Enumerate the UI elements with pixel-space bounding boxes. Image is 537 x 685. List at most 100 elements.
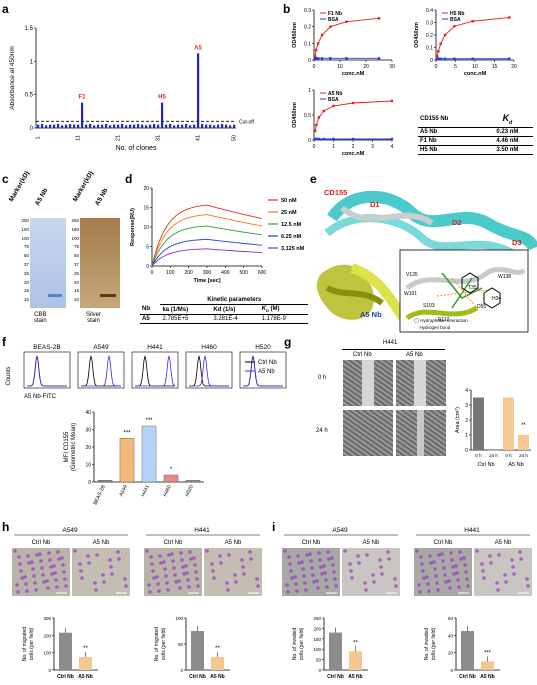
stained-cell	[164, 574, 168, 578]
significance-mark: **	[353, 640, 358, 646]
stained-cell	[286, 590, 290, 594]
group-label: Ctrl Nb	[477, 462, 494, 468]
stained-cell	[56, 550, 60, 554]
stained-cell	[415, 549, 419, 553]
transwell-cell-title: A549	[62, 527, 78, 534]
residue-v135: V135	[406, 272, 418, 278]
stained-cell	[123, 577, 127, 581]
marker-list-left: 250 150 100 75 50 37 25 20 15 10	[16, 218, 30, 308]
binding-point	[453, 57, 456, 60]
stained-cell	[18, 562, 22, 566]
clone-highlight-label: F1	[78, 95, 86, 101]
stained-cell	[20, 576, 24, 580]
stained-cell	[503, 573, 507, 577]
stained-cell	[482, 576, 486, 580]
marker-size-label: 50	[23, 253, 29, 259]
legend-label: 12.5 nM	[281, 222, 302, 228]
stained-cell	[518, 550, 522, 554]
binding-point	[439, 57, 442, 60]
stained-cell	[117, 557, 121, 561]
binding-point	[443, 57, 447, 60]
x-axis-label: No. of clones	[116, 145, 157, 152]
stained-cell	[242, 572, 246, 576]
stained-cell	[295, 589, 299, 593]
clone-bar	[85, 124, 88, 128]
y-tick-label: 2	[465, 418, 468, 424]
gel-cbb	[30, 218, 66, 308]
y-tick-label: 40	[448, 633, 454, 638]
panel-letter-d: d	[125, 172, 133, 186]
y-tick-label: 10	[143, 225, 149, 231]
wound-image-ctrl-24h	[343, 410, 393, 456]
stained-cell	[34, 588, 38, 592]
y-tick-label: 20	[448, 651, 454, 656]
y-tick-label: 0	[318, 668, 321, 673]
legend-label: BSA	[328, 17, 339, 23]
stained-cell	[458, 550, 462, 554]
clone-bar	[137, 124, 140, 128]
stained-cell	[188, 550, 192, 554]
stained-cell	[421, 569, 425, 573]
clone-bar	[41, 124, 44, 128]
y-tick-label: 0.4	[426, 8, 433, 14]
clone-bar	[189, 125, 192, 128]
stained-cell	[49, 565, 53, 569]
y-tick-label: 20	[143, 186, 149, 192]
stained-cell	[331, 563, 335, 567]
stained-cell	[437, 553, 441, 557]
stained-cell	[525, 577, 529, 581]
x-tick-label: 30	[389, 64, 395, 70]
clone-bar	[229, 125, 232, 128]
stained-cell	[363, 581, 367, 585]
marker-size-label: 15	[73, 288, 79, 294]
stained-cell	[349, 569, 353, 573]
stained-cell	[173, 573, 177, 577]
stained-cell	[193, 563, 197, 567]
stained-cell	[317, 551, 321, 555]
stained-cell	[218, 554, 222, 558]
stained-cell	[350, 576, 354, 580]
stained-cell	[151, 569, 155, 573]
clone-bar	[173, 125, 176, 128]
y-tick-label: 10	[85, 463, 91, 469]
stained-cell	[393, 577, 397, 581]
clone-bar	[61, 125, 64, 128]
mfi-bar	[141, 425, 157, 483]
binding-point	[313, 55, 317, 58]
y-tick-label: 50	[316, 658, 322, 663]
g-title-rule	[342, 349, 445, 350]
stained-cell	[110, 572, 114, 576]
significance-mark: **	[521, 423, 526, 429]
binding-point	[345, 57, 348, 60]
sensorgram-line	[151, 225, 263, 267]
cell-line-label: A549	[93, 344, 109, 351]
clone-bar	[65, 124, 68, 128]
y-tick-label: 100	[43, 651, 51, 656]
stained-cell	[319, 565, 323, 569]
lane-label-a5-left: A5 Nb	[33, 187, 50, 207]
y-tick-label: 1	[465, 433, 468, 439]
kinetics-title: Kinetic parameters	[160, 296, 308, 305]
stained-cell	[290, 576, 294, 580]
legend-hbond: - - Hydrogen bond	[414, 325, 451, 330]
marker-size-label: 10	[23, 297, 29, 303]
stained-cell	[318, 558, 322, 562]
stained-cell	[148, 590, 152, 594]
kd-row-value: 3.50 nM	[496, 146, 519, 153]
significance-mark: ***	[145, 418, 153, 424]
stained-cell	[101, 573, 105, 577]
binding-point	[453, 25, 456, 28]
y-tick-label: 300	[43, 616, 51, 621]
stained-cell	[356, 554, 360, 558]
stained-cell	[481, 569, 485, 573]
stained-cell	[480, 562, 484, 566]
y-tick-label: 60	[448, 616, 454, 621]
stained-cell	[241, 565, 245, 569]
x-tick-label: 0 h	[505, 453, 512, 458]
mfi-bar	[119, 438, 135, 483]
stained-cell	[233, 573, 237, 577]
residue-s103: S103	[423, 303, 435, 309]
y-tick-label: 0	[308, 138, 311, 144]
